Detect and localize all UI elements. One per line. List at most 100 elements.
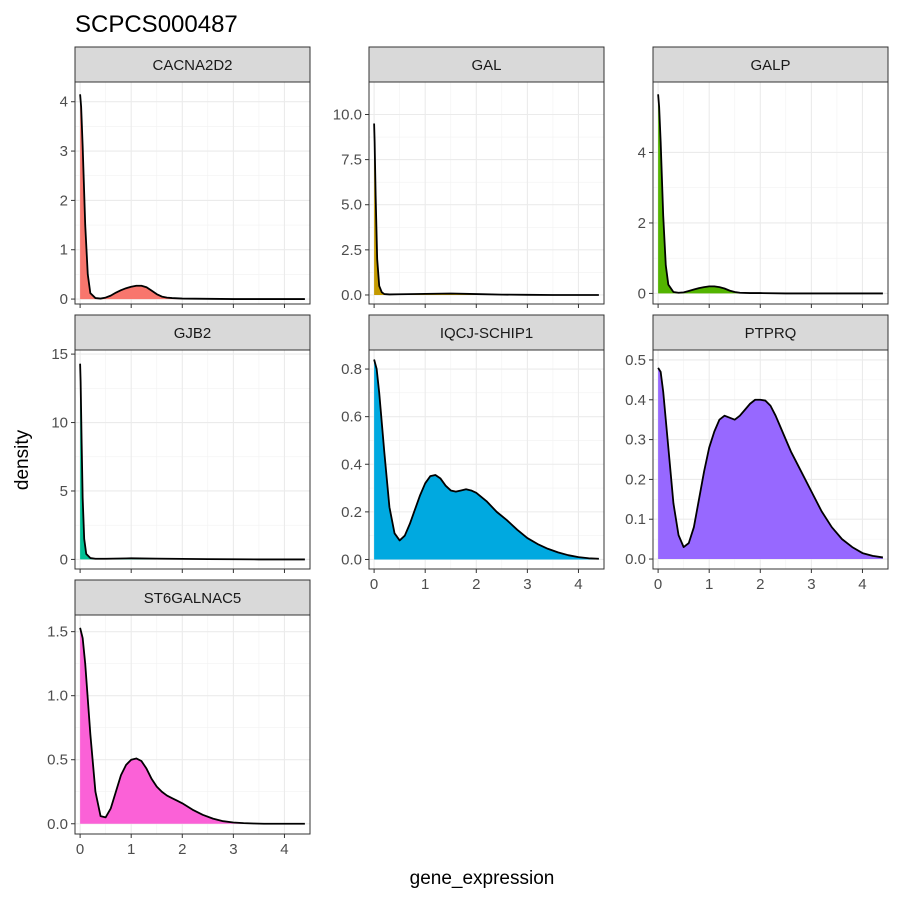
y-tick-label: 1.5 (47, 624, 68, 641)
panel-background (75, 350, 310, 569)
facet-gal: GAL 0.0 2.5 5.0 7.5 10.0 (333, 46, 605, 308)
x-tick-label: 0 (76, 841, 84, 858)
x-tick-label: 3 (807, 576, 815, 593)
density-line (79, 627, 305, 825)
x-tick-label: 2 (178, 841, 186, 858)
density-series (79, 363, 305, 561)
density-line (657, 367, 884, 559)
facet-strip-label: ST6GALNAC5 (144, 590, 242, 607)
y-tick-label: 0.0 (341, 287, 362, 304)
panel-border (652, 81, 889, 305)
y-axis-title: density (12, 429, 33, 490)
y-tick-label: 0.0 (625, 551, 646, 568)
x-axis-title: gene_expression (410, 868, 555, 889)
y-tick-label: 10 (51, 415, 68, 432)
panel-background (653, 82, 888, 304)
y-tick-label: 4 (638, 144, 646, 161)
x-tick-label: 1 (421, 576, 429, 593)
y-tick-label: 0.3 (625, 432, 646, 449)
panel-border (368, 81, 605, 305)
y-tick-label: 2 (638, 215, 646, 232)
y-tick-label: 0.1 (625, 511, 646, 528)
y-tick-label: 0.2 (625, 471, 646, 488)
x-tick-label: 3 (523, 576, 531, 593)
panel-border (74, 349, 311, 570)
facet-panels: CACNA2D201234GAL0.02.55.07.510.0GALP024G… (47, 46, 889, 858)
y-tick-label: 10.0 (333, 106, 362, 123)
x-tick-label: 4 (280, 841, 288, 858)
y-tick-label: 0.0 (47, 816, 68, 833)
y-tick-label: 3 (60, 143, 68, 160)
density-series (79, 627, 305, 825)
panel-background (75, 82, 310, 304)
density-line (79, 363, 305, 561)
x-tick-label: 2 (472, 576, 480, 593)
facet-strip (652, 46, 889, 83)
density-line (373, 359, 599, 560)
x-tick-label: 2 (756, 576, 764, 593)
density-series (373, 359, 599, 560)
y-tick-label: 2.5 (341, 242, 362, 259)
density-line (79, 94, 305, 300)
density-line (373, 123, 599, 296)
y-tick-label: 0.4 (625, 392, 646, 409)
y-tick-label: 0.4 (341, 456, 362, 473)
x-tick-label: 3 (229, 841, 237, 858)
density-area (658, 367, 883, 560)
density-area (80, 627, 305, 824)
x-tick-label: 4 (858, 576, 866, 593)
panel-border (74, 81, 311, 305)
y-tick-label: 1.0 (47, 688, 68, 705)
y-tick-label: 2 (60, 192, 68, 209)
facet-strip-label: IQCJ-SCHIP1 (440, 325, 533, 342)
y-tick-label: 0.2 (341, 504, 362, 521)
y-tick-label: 0.6 (341, 409, 362, 426)
x-tick-label: 1 (127, 841, 135, 858)
y-tick-label: 7.5 (341, 152, 362, 169)
density-area (374, 359, 599, 560)
y-tick-label: 1 (60, 242, 68, 259)
y-tick-label: 0 (60, 551, 68, 568)
y-tick-label: 5.0 (341, 197, 362, 214)
panel-border (652, 349, 889, 570)
facet-gjb2: GJB2 0 5 10 15 (51, 314, 311, 573)
density-series (79, 94, 305, 300)
facet-strip-label: CACNA2D2 (152, 57, 232, 74)
y-tick-label: 15 (51, 346, 68, 363)
facet-strip-label: GAL (471, 57, 501, 74)
y-tick-label: 0.8 (341, 361, 362, 378)
panel-background (369, 82, 604, 304)
y-tick-label: 4 (60, 94, 68, 111)
grid-lines (75, 615, 310, 834)
density-series (657, 367, 884, 560)
facet-galp: GALP 0 2 4 (638, 46, 889, 308)
facet-strip (652, 314, 889, 351)
density-line (657, 94, 883, 295)
facet-strip-label: PTPRQ (745, 325, 797, 342)
y-tick-label: 0 (638, 285, 646, 302)
y-tick-label: 0 (60, 291, 68, 308)
y-tick-label: 5 (60, 483, 68, 500)
facet-ptprq: PTPRQ 0.0 0.1 0.2 0.3 0.4 0.5 0 1 2 3 4 (625, 314, 889, 593)
x-tick-label: 0 (654, 576, 662, 593)
panel-border (74, 614, 311, 835)
x-tick-label: 1 (705, 576, 713, 593)
density-series (373, 123, 599, 296)
panel-border (368, 349, 605, 570)
density-series (657, 94, 883, 295)
x-tick-label: 0 (370, 576, 378, 593)
y-tick-label: 0.5 (625, 352, 646, 369)
facet-st6galnac5: ST6GALNAC5 0.0 0.5 1.0 1.5 0 1 2 3 4 (47, 579, 311, 858)
y-tick-label: 0.0 (341, 551, 362, 568)
plot-title: SCPCS000487 (75, 11, 238, 38)
facet-iqcj-schip1: IQCJ-SCHIP1 0.0 0.2 0.4 0.6 0.8 0 1 2 3 4 (341, 314, 605, 593)
facet-strip-label: GJB2 (174, 325, 212, 342)
y-tick-label: 0.5 (47, 752, 68, 769)
grid-lines (653, 82, 888, 304)
facet-strip (74, 46, 311, 83)
facet-strip-label: GALP (750, 57, 790, 74)
x-tick-label: 4 (574, 576, 582, 593)
facet-cacna2d2: CACNA2D2 0 1 2 3 4 (60, 46, 311, 308)
panel-background (75, 615, 310, 834)
